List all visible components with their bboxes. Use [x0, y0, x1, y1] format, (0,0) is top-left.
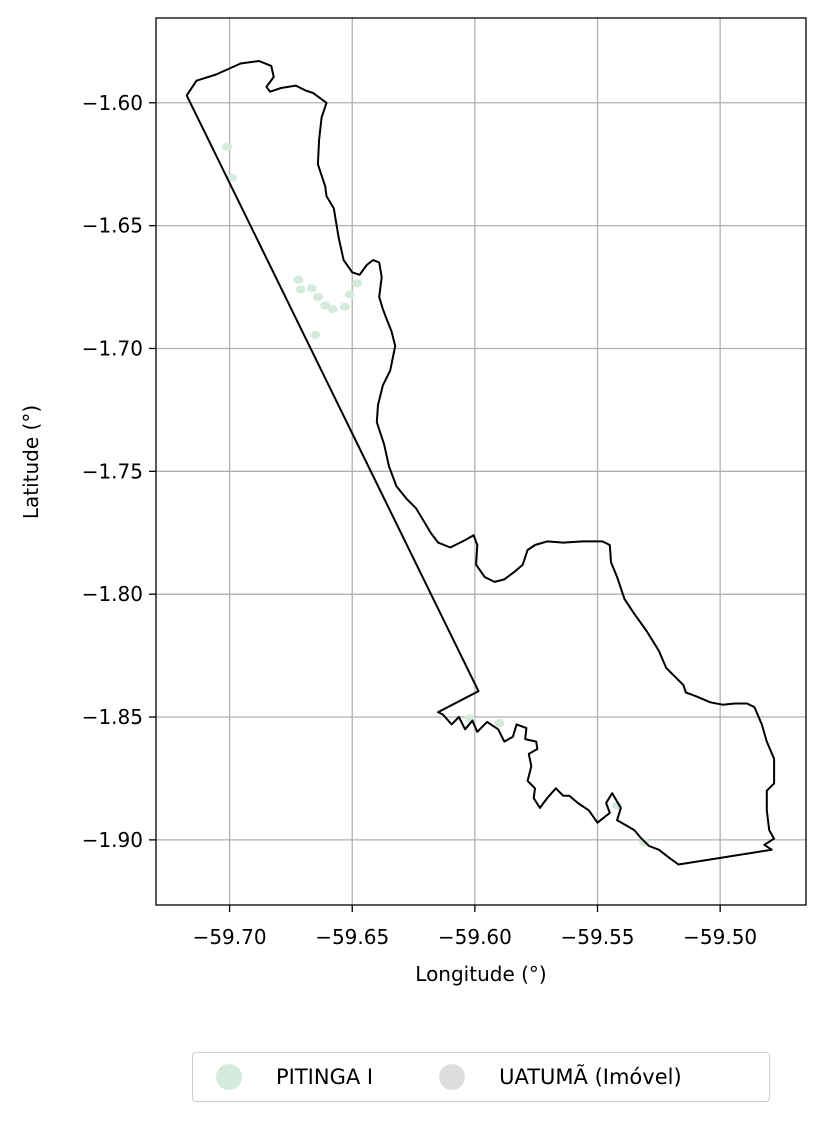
legend-label-uatuma: UATUMÃ (Imóvel) — [499, 1065, 682, 1089]
x-tick-label: −59.50 — [683, 925, 757, 949]
legend: PITINGA I UATUMÃ (Imóvel) — [192, 1052, 770, 1102]
legend-marker-uatuma — [439, 1064, 466, 1090]
pitinga-patch — [306, 284, 317, 293]
pitinga-patch — [320, 301, 331, 310]
x-tick-label: −59.65 — [315, 925, 389, 949]
pitinga-patch — [352, 279, 363, 288]
pitinga-patch — [227, 173, 238, 182]
y-tick-label: −1.80 — [82, 582, 143, 606]
x-tick-label: −59.55 — [561, 925, 635, 949]
pitinga-patch — [312, 292, 323, 301]
legend-item-pitinga: PITINGA I — [216, 1064, 373, 1090]
pitinga-patch — [494, 719, 505, 728]
y-tick-label: −1.70 — [82, 336, 143, 360]
y-tick-label: −1.75 — [82, 459, 143, 483]
pitinga-patch — [295, 285, 306, 294]
pitinga-patches — [222, 142, 650, 847]
pitinga-patch — [222, 142, 233, 151]
plot-frame — [155, 17, 807, 906]
pitinga-patch — [310, 330, 321, 339]
pitinga-patch — [293, 275, 304, 284]
y-tick-label: −1.85 — [82, 705, 143, 729]
legend-label-pitinga: PITINGA I — [276, 1065, 374, 1089]
y-tick-label: −1.90 — [82, 828, 143, 852]
y-axis-label: Latitude (°) — [19, 405, 43, 519]
pitinga-patch — [327, 305, 338, 314]
uatuma-property-boundary — [185, 60, 776, 866]
y-tick-label: −1.60 — [82, 91, 143, 115]
pitinga-patch — [339, 302, 350, 311]
pitinga-patch — [344, 290, 355, 299]
legend-item-uatuma: UATUMÃ (Imóvel) — [439, 1064, 682, 1090]
axis-ticks: −59.70 −59.65 −59.60 −59.55 −59.50 −1.60 −1.65… — [82, 91, 757, 949]
x-axis-label: Longitude (°) — [415, 962, 546, 986]
x-tick-label: −59.60 — [438, 925, 512, 949]
y-tick-label: −1.65 — [82, 214, 143, 238]
x-tick-label: −59.70 — [193, 925, 267, 949]
gridlines — [156, 18, 806, 905]
legend-marker-pitinga — [216, 1064, 242, 1090]
